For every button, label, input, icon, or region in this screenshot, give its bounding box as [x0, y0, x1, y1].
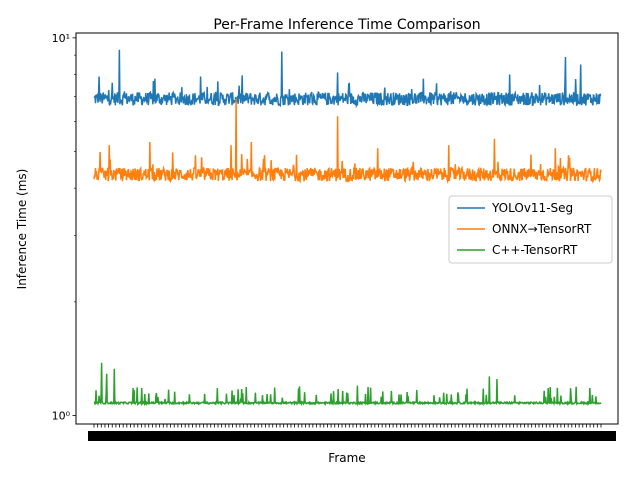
y-axis: 10⁰ 10¹ [52, 32, 76, 423]
series-line [93, 98, 602, 185]
series-line [93, 362, 602, 407]
plot-area [93, 49, 602, 407]
legend-label: YOLOv11-Seg [491, 201, 573, 215]
x-tick-labels-band [88, 431, 616, 441]
y-tick-label: 10⁰ [52, 410, 71, 423]
legend-box [448, 195, 613, 264]
legend-label: C++-TensorRT [492, 243, 578, 257]
y-axis-label: Inference Time (ms) [15, 169, 29, 290]
x-axis-label: Frame [328, 451, 365, 465]
chart-title: Per-Frame Inference Time Comparison [213, 17, 480, 33]
plot-frame [75, 32, 619, 425]
legend-label: ONNX→TensorRT [492, 222, 592, 236]
legend: YOLOv11-Seg ONNX→TensorRT C++-TensorRT [448, 195, 613, 264]
series-line [93, 49, 602, 109]
x-axis [88, 424, 616, 441]
y-tick-label: 10¹ [52, 32, 70, 45]
